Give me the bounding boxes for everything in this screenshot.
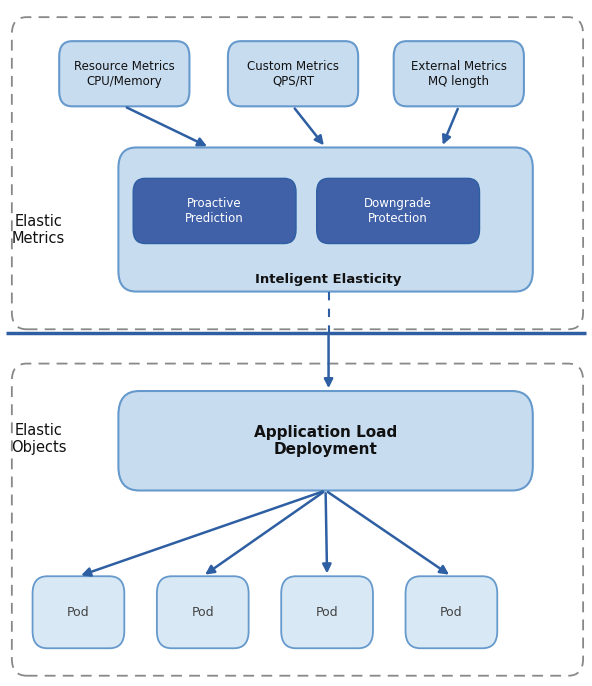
- FancyBboxPatch shape: [59, 41, 189, 106]
- Text: Elastic
Metrics: Elastic Metrics: [12, 213, 65, 246]
- FancyBboxPatch shape: [133, 178, 296, 244]
- FancyBboxPatch shape: [394, 41, 524, 106]
- FancyBboxPatch shape: [406, 576, 497, 648]
- FancyBboxPatch shape: [228, 41, 358, 106]
- Text: Pod: Pod: [440, 606, 463, 619]
- FancyBboxPatch shape: [33, 576, 124, 648]
- Text: Pod: Pod: [191, 606, 214, 619]
- Text: Elastic
Objects: Elastic Objects: [11, 423, 66, 456]
- FancyBboxPatch shape: [118, 147, 533, 292]
- Text: Proactive
Prediction: Proactive Prediction: [185, 197, 244, 225]
- FancyBboxPatch shape: [281, 576, 373, 648]
- Text: Application Load
Deployment: Application Load Deployment: [254, 425, 397, 457]
- FancyBboxPatch shape: [317, 178, 480, 244]
- Text: Custom Metrics
QPS/RT: Custom Metrics QPS/RT: [247, 60, 339, 88]
- FancyBboxPatch shape: [157, 576, 249, 648]
- Text: External Metrics
MQ length: External Metrics MQ length: [411, 60, 507, 88]
- FancyBboxPatch shape: [118, 391, 533, 490]
- Text: Inteligent Elasticity: Inteligent Elasticity: [255, 274, 402, 286]
- Text: Pod: Pod: [67, 606, 90, 619]
- Text: Pod: Pod: [316, 606, 339, 619]
- Text: Resource Metrics
CPU/Memory: Resource Metrics CPU/Memory: [74, 60, 175, 88]
- Text: Downgrade
Protection: Downgrade Protection: [364, 197, 432, 225]
